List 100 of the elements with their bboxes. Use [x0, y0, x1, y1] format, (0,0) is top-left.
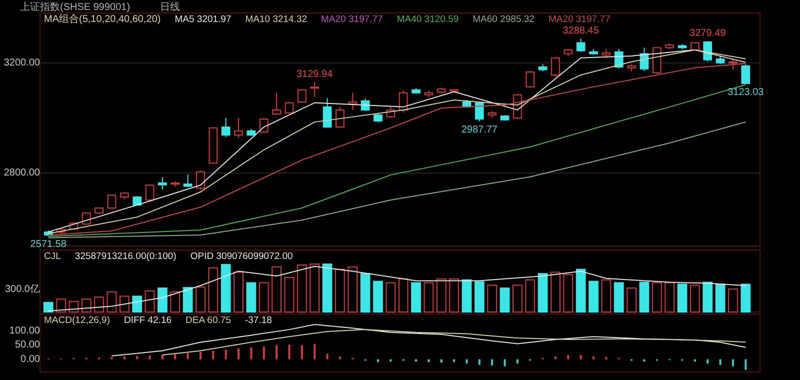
text: DEA 60.75: [186, 315, 231, 326]
bar: [250, 347, 252, 360]
bar: [123, 356, 126, 360]
bar: [601, 279, 612, 312]
bar: [677, 284, 688, 312]
candlestick: [741, 64, 750, 85]
bar: [728, 288, 738, 312]
text: MA60 2985.32: [472, 14, 534, 25]
bar: [744, 359, 747, 370]
text: MA5 3201.97: [174, 14, 232, 25]
bar: [262, 346, 265, 360]
bar: [196, 286, 206, 312]
bar: [491, 359, 494, 366]
bar: [576, 268, 586, 312]
bar: [208, 267, 218, 312]
bar: [466, 359, 468, 364]
bar: [411, 282, 421, 312]
bar: [500, 288, 510, 312]
bar: [338, 356, 341, 360]
annotation: MA20 3197.77: [321, 14, 383, 25]
candlestick: [297, 88, 306, 104]
bar: [348, 266, 358, 312]
text: MA10 3214.32: [245, 14, 308, 25]
y-tick-label: 50.00: [14, 340, 40, 351]
bar: [398, 278, 408, 312]
bar: [626, 288, 636, 312]
y-tick-label: 0.00: [20, 354, 40, 365]
bar: [322, 264, 332, 312]
text: MA20 3197.77: [548, 14, 610, 25]
y-tick-label: 2800.00: [4, 168, 40, 179]
bar: [234, 272, 244, 312]
bar: [158, 288, 168, 312]
bar: [567, 355, 570, 360]
bar: [478, 359, 480, 365]
bar: [525, 279, 536, 312]
bar: [702, 282, 713, 312]
bar: [326, 354, 328, 360]
bar: [424, 282, 434, 312]
bar: [119, 296, 130, 312]
bar: [538, 273, 548, 312]
candlestick: [145, 184, 154, 202]
bar: [512, 284, 522, 312]
candlestick: [728, 58, 738, 70]
candlestick: [310, 82, 320, 98]
text: DIFF 42.16: [124, 315, 172, 326]
bar: [373, 280, 383, 312]
candlestick: [183, 174, 192, 188]
bar: [652, 282, 662, 312]
annotation: 3129.94: [296, 69, 334, 80]
candlestick: [322, 97, 332, 128]
candlestick: [526, 70, 535, 88]
candlestick: [576, 38, 586, 52]
candlestick: [551, 56, 560, 78]
bar: [199, 352, 202, 360]
bar: [487, 284, 498, 312]
annotation: 3123.03: [728, 87, 764, 98]
bar: [106, 291, 117, 312]
candlestick: [196, 170, 205, 190]
annotation: 2987.77: [461, 124, 498, 136]
bar: [314, 344, 316, 360]
bar: [554, 356, 556, 360]
y-tick-label: 100.00: [9, 325, 40, 336]
annotation: 2571.58: [30, 238, 67, 250]
bar: [550, 272, 560, 312]
bar: [335, 268, 345, 312]
bar: [276, 345, 278, 360]
bar: [504, 359, 506, 366]
bar: [588, 280, 598, 312]
annotation: 300.0亿: [4, 284, 40, 295]
bar: [310, 264, 320, 312]
candlestick: [234, 117, 243, 139]
candlestick: [348, 92, 358, 110]
annotation: MACD(12,26,9): [44, 315, 110, 326]
bar: [300, 345, 303, 360]
bar: [148, 355, 151, 360]
bar: [719, 359, 722, 365]
bar: [212, 350, 214, 360]
bar: [144, 290, 155, 312]
bar: [706, 359, 709, 364]
text: OPID 309076099072.00: [190, 251, 293, 262]
bar: [238, 348, 240, 360]
bar: [132, 296, 142, 312]
candlestick: [221, 117, 230, 138]
bar: [360, 273, 370, 312]
bar: [81, 298, 92, 312]
chart-subtitle: 日线: [160, 1, 180, 13]
bar: [474, 281, 484, 312]
bar: [272, 266, 282, 312]
bar: [580, 355, 582, 360]
bar: [136, 356, 138, 360]
candlestick: [284, 101, 294, 114]
bar: [220, 264, 231, 312]
bar: [592, 356, 595, 360]
bar: [449, 278, 459, 312]
text: 32587913216.00(0:100): [74, 251, 176, 262]
text: CJL: [44, 251, 61, 262]
bar: [296, 264, 307, 312]
bar: [94, 296, 104, 312]
bar: [186, 353, 189, 360]
bar: [386, 282, 396, 312]
